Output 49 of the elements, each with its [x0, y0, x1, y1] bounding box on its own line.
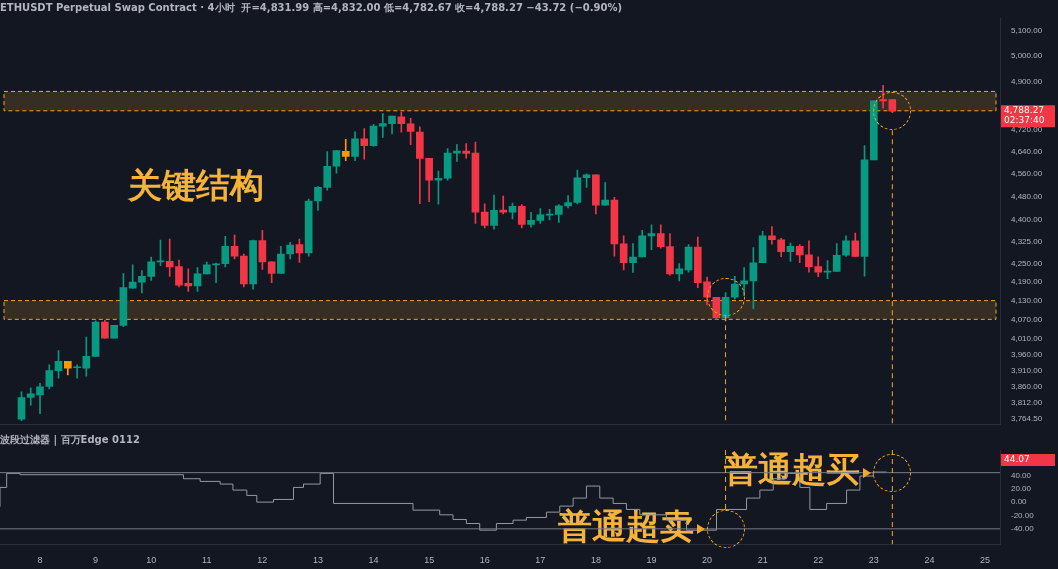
x-tick-label: 10 [146, 555, 157, 566]
chart-title: ETHUSDT Perpetual Swap Contract · 4小时 开=4,831.99 高=4,832.00 低=4,782.67 收=4,788.27 −43.72 (−0.90%) [0, 1, 623, 13]
y-tick-label: 4,130.00 [1011, 295, 1043, 305]
x-tick-label: 24 [924, 555, 935, 566]
annotation: 关键结构 [127, 165, 264, 206]
y-tick-label: 4,400.00 [1011, 214, 1043, 224]
y-tick-label: 0.00 [1011, 497, 1028, 507]
y-tick-label: 4,070.00 [1011, 314, 1043, 324]
y-tick-label: 5,000.00 [1011, 51, 1043, 61]
y-tick-label: 4,640.00 [1011, 146, 1043, 156]
y-tick-label: 4,250.00 [1011, 259, 1043, 269]
x-tick-label: 18 [590, 555, 601, 566]
y-tick-label: -40.00 [1011, 524, 1035, 534]
x-tick-label: 20 [702, 555, 713, 566]
chart-title: 波段过滤器 | 百万Edge 0112 [0, 433, 140, 446]
y-tick-label: 4,720.00 [1011, 124, 1043, 134]
y-tick-label: 3,764.50 [1011, 414, 1043, 424]
x-tick-label: 8 [37, 555, 43, 566]
y-tick-label: 4,010.00 [1011, 333, 1043, 343]
x-tick-label: 14 [368, 555, 379, 566]
x-tick-label: 19 [646, 555, 657, 566]
x-tick-label: 11 [202, 555, 212, 566]
text: 4,788.27 02:37:40 [1004, 105, 1045, 126]
y-tick-label: 20.00 [1011, 483, 1032, 493]
y-tick-label: 4,325.00 [1011, 236, 1043, 246]
x-tick-label: 9 [93, 555, 99, 566]
y-tick-label: 3,860.00 [1011, 382, 1043, 392]
y-tick-label: 3,960.00 [1011, 349, 1043, 359]
x-tick-label: 13 [312, 555, 323, 566]
annotation: 普通超卖 [557, 505, 694, 546]
y-tick-label: 3,910.00 [1011, 365, 1043, 375]
y-tick-label: 3,812.00 [1011, 398, 1043, 408]
y-tick-label: 40.00 [1011, 470, 1032, 480]
y-tick-label: 5,100.00 [1011, 25, 1043, 35]
x-tick-label: 25 [979, 555, 990, 566]
x-tick-label: 22 [813, 555, 824, 566]
y-tick-label: 4,190.00 [1011, 277, 1043, 287]
x-tick-label: 23 [868, 555, 879, 566]
y-tick-label: 4,480.00 [1011, 191, 1043, 201]
y-tick-label: 4,560.00 [1011, 169, 1043, 178]
text: 44.07 [1004, 453, 1030, 464]
y-tick-label: -20.00 [1011, 510, 1035, 520]
x-tick-label: 15 [424, 555, 435, 566]
annotation: 普通超买 [724, 449, 861, 490]
x-tick-label: 16 [479, 555, 490, 566]
y-tick-label: 4,900.00 [1011, 76, 1043, 86]
x-tick-label: 21 [757, 555, 768, 566]
x-tick-label: 12 [257, 555, 268, 566]
x-tick-label: 17 [535, 555, 546, 566]
